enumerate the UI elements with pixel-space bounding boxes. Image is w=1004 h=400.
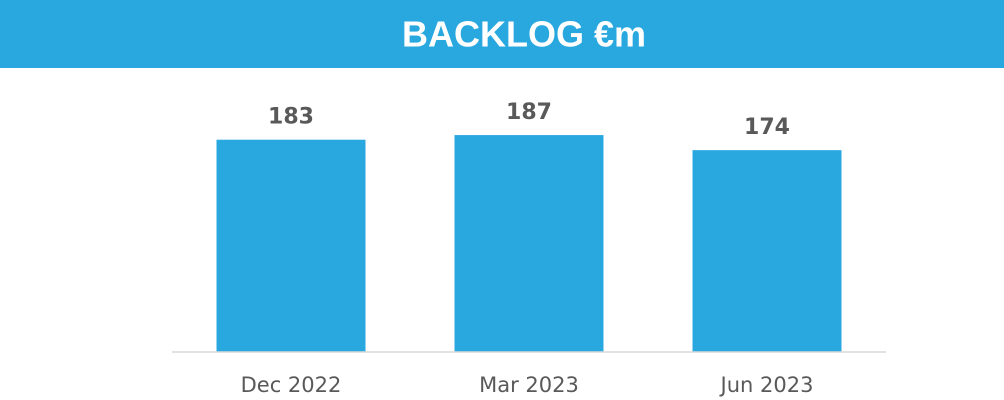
data-label: 174 — [744, 115, 790, 140]
bar — [216, 139, 366, 352]
bar — [692, 150, 842, 352]
title-banner — [0, 0, 1004, 68]
data-label: 187 — [506, 100, 552, 125]
bar — [454, 135, 604, 352]
x-tick-label: Mar 2023 — [479, 373, 579, 397]
x-tick-label: Jun 2023 — [719, 373, 814, 397]
data-label: 183 — [268, 105, 314, 130]
x-tick-label: Dec 2022 — [241, 373, 342, 397]
chart-title: BACKLOG €m — [402, 14, 646, 55]
